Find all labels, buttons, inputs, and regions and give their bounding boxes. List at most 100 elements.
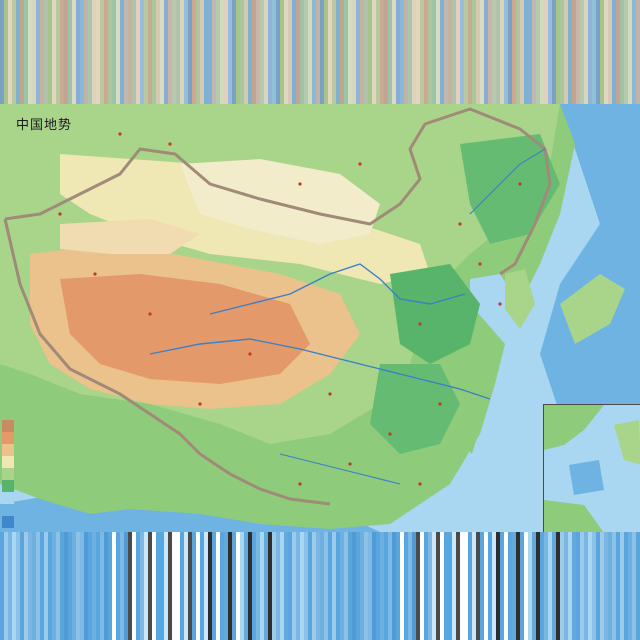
- streak: [152, 532, 157, 640]
- streak: [624, 0, 629, 104]
- streak: [536, 0, 541, 104]
- streak: [176, 532, 181, 640]
- streak: [312, 0, 317, 104]
- streak: [516, 532, 521, 640]
- streak: [208, 532, 213, 640]
- streak: [204, 532, 209, 640]
- streak: [400, 0, 405, 104]
- streak: [112, 532, 117, 640]
- streak: [64, 0, 69, 104]
- streak: [96, 532, 101, 640]
- streak: [12, 0, 17, 104]
- streak: [352, 0, 357, 104]
- top-streak-graphic: [0, 0, 640, 104]
- streak: [136, 0, 141, 104]
- yangtze-plain: [370, 364, 460, 454]
- streak: [464, 0, 469, 104]
- streak: [176, 0, 181, 104]
- streak: [420, 0, 425, 104]
- streak: [284, 532, 289, 640]
- streak: [364, 0, 369, 104]
- streak: [332, 532, 337, 640]
- streak: [248, 0, 253, 104]
- streak: [528, 0, 533, 104]
- streak: [444, 532, 449, 640]
- streak: [436, 532, 441, 640]
- streak: [276, 532, 281, 640]
- city-dot: [328, 392, 332, 396]
- streak: [192, 532, 197, 640]
- streak: [0, 532, 5, 640]
- streak: [104, 532, 109, 640]
- bottom-streak-graphic: [0, 532, 640, 640]
- streak: [132, 0, 137, 104]
- streak: [4, 0, 9, 104]
- bottom-streak-band: [0, 532, 640, 640]
- streak: [20, 0, 25, 104]
- streak: [52, 532, 57, 640]
- pearl-river: [279, 453, 401, 485]
- streak: [48, 532, 53, 640]
- streak: [72, 0, 77, 104]
- streak: [536, 532, 541, 640]
- streak: [392, 0, 397, 104]
- streak: [572, 0, 577, 104]
- legend-swatch: [2, 420, 14, 432]
- streak: [304, 532, 309, 640]
- streak: [552, 0, 557, 104]
- streak: [452, 532, 457, 640]
- streak: [636, 532, 640, 640]
- streak: [336, 532, 341, 640]
- streak: [560, 532, 565, 640]
- streak: [76, 532, 81, 640]
- streak: [148, 532, 153, 640]
- streak: [92, 532, 97, 640]
- streak: [512, 532, 517, 640]
- streak: [416, 0, 421, 104]
- streak: [472, 0, 477, 104]
- streak: [188, 0, 193, 104]
- streak: [392, 532, 397, 640]
- city-dot: [168, 142, 172, 146]
- streak: [456, 0, 461, 104]
- streak: [268, 0, 273, 104]
- streak: [280, 532, 285, 640]
- streak: [540, 0, 545, 104]
- streak: [340, 532, 345, 640]
- streak: [220, 0, 225, 104]
- streak: [456, 532, 461, 640]
- streak: [32, 0, 37, 104]
- streak: [432, 0, 437, 104]
- streak: [632, 532, 637, 640]
- streak: [620, 532, 625, 640]
- streak: [312, 532, 317, 640]
- streak: [132, 532, 137, 640]
- streak: [596, 0, 601, 104]
- streak: [332, 0, 337, 104]
- streak: [180, 0, 185, 104]
- streak: [204, 0, 209, 104]
- streak: [60, 532, 65, 640]
- streak: [504, 532, 509, 640]
- streak: [584, 0, 589, 104]
- streak: [400, 532, 405, 640]
- city-dot: [298, 182, 302, 186]
- streak: [216, 532, 221, 640]
- streak: [368, 532, 373, 640]
- streak: [388, 0, 393, 104]
- streak: [352, 532, 357, 640]
- streak: [580, 532, 585, 640]
- streak: [188, 532, 193, 640]
- legend-swatch: [2, 468, 14, 480]
- streak: [608, 0, 613, 104]
- streak: [116, 0, 121, 104]
- streak: [496, 532, 501, 640]
- streak: [436, 0, 441, 104]
- streak: [432, 532, 437, 640]
- streak: [44, 532, 49, 640]
- streak: [260, 0, 265, 104]
- streak: [196, 0, 201, 104]
- legend-swatch: [2, 492, 14, 504]
- streak: [264, 532, 269, 640]
- inset-mainland: [544, 405, 604, 450]
